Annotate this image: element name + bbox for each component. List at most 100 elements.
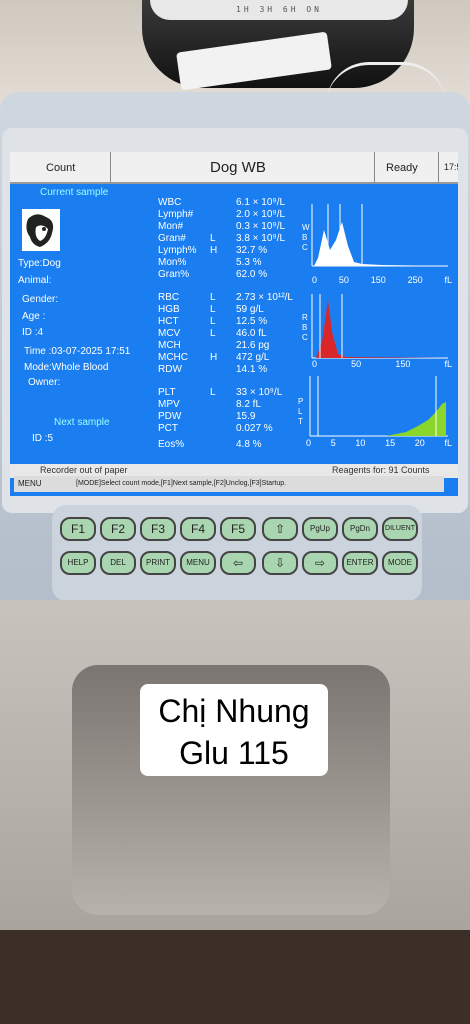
param-value: 21.6 pg	[236, 340, 270, 351]
param-name: PLT	[158, 387, 176, 398]
param-name: Eos%	[158, 439, 185, 450]
note-line-2: Glu 115	[179, 735, 289, 771]
f1-key[interactable]: F1	[60, 517, 96, 541]
param-name: HCT	[158, 316, 179, 327]
param-value: 2.73 × 10¹²/L	[236, 292, 293, 303]
param-value: 15.9	[236, 411, 256, 422]
param-flag: L	[210, 292, 216, 303]
param-value: 14.1 %	[236, 364, 268, 375]
param-value: 472 g/L	[236, 352, 270, 363]
help-key[interactable]: HELP	[60, 551, 96, 575]
plt-tick: 10	[355, 438, 366, 448]
param-value: 32.7 %	[236, 245, 268, 256]
param-value: 5.3 %	[236, 257, 262, 268]
f4-key[interactable]: F4	[180, 517, 216, 541]
param-flag: L	[210, 304, 216, 315]
id-field: ID :4	[22, 327, 44, 338]
param-value: 33 × 10⁹/L	[236, 387, 283, 398]
keypad: F1 F2 F3 F4 F5 ⇧ PgUp PgDn DILUENT HELP …	[52, 505, 422, 601]
wbc-tick: 150	[370, 275, 386, 285]
clock-time: 17:55	[444, 162, 458, 172]
param-name: Gran%	[158, 269, 190, 280]
plt-graph-label: P	[298, 397, 303, 406]
rbc-graph-label: B	[302, 323, 307, 332]
param-value: 6.1 × 10⁹/L	[236, 197, 286, 208]
rbc-histogram: R B C	[302, 294, 448, 359]
humidifier-timer-label: 1H 3H 6H ON	[150, 0, 408, 20]
menu-key[interactable]: MENU	[180, 551, 216, 575]
plt-tick: 15	[385, 438, 396, 448]
param-value: 59 g/L	[236, 304, 264, 315]
param-value: 0.027 %	[236, 423, 273, 434]
header-divider	[110, 152, 111, 182]
rbc-tick: 50	[351, 359, 362, 369]
mode-field: Mode:Whole Blood	[24, 362, 109, 373]
species-mode-title: Dog WB	[210, 159, 266, 176]
plt-graph-label: L	[298, 407, 303, 416]
power-cable	[326, 62, 446, 105]
wbc-graph-label: C	[302, 243, 308, 252]
mode-key[interactable]: MODE	[382, 551, 418, 575]
f5-key[interactable]: F5	[220, 517, 256, 541]
left-arrow-key[interactable]: ⇦	[220, 551, 256, 575]
param-flag: L	[210, 233, 216, 244]
param-value: 3.8 × 10⁹/L	[236, 233, 286, 244]
recorder-bar: Recorder out of paper Reagents for: 91 C…	[10, 464, 458, 478]
plt-histogram: P L T	[298, 376, 448, 437]
age-field: Age :	[22, 311, 46, 322]
plt-tick: fL	[444, 438, 452, 448]
param-name: HGB	[158, 304, 180, 315]
animal-field: Animal:	[18, 275, 52, 286]
print-key[interactable]: PRINT	[140, 551, 176, 575]
param-name: Gran#	[158, 233, 186, 244]
param-value: 0.3 × 10⁹/L	[236, 221, 286, 232]
gender-field: Gender:	[22, 294, 59, 305]
param-value: 46.0 fL	[236, 328, 267, 339]
down-arrow-key[interactable]: ⇩	[262, 551, 298, 575]
param-name: MPV	[158, 399, 180, 410]
param-name: Lymph#	[158, 209, 194, 220]
count-mode-label: Count	[46, 162, 76, 174]
next-id-field: ID :5	[32, 433, 54, 444]
param-value: 62.0 %	[236, 269, 268, 280]
floor	[0, 930, 470, 1024]
plt-tick: 20	[414, 438, 425, 448]
wbc-histogram: W B C	[302, 204, 448, 267]
param-flag: L	[210, 316, 216, 327]
param-flag: L	[210, 387, 216, 398]
rbc-graph-label: R	[302, 313, 308, 322]
param-name: Mon#	[158, 221, 184, 232]
owner-field: Owner:	[28, 377, 61, 388]
reagent-count: Reagents for: 91 Counts	[332, 465, 430, 475]
note-line-1: Chị Nhung	[158, 693, 310, 729]
rbc-tick: 0	[312, 359, 318, 369]
param-flag: L	[210, 328, 216, 339]
wbc-tick: fL	[444, 275, 452, 285]
rbc-tick: 150	[395, 359, 411, 369]
menu-label: MENU	[18, 479, 42, 488]
plt-graph-label: T	[298, 417, 303, 426]
page-down-key[interactable]: PgDn	[342, 517, 378, 541]
type-field: Type:Dog	[18, 258, 61, 269]
handwritten-note-label: Chị Nhung Glu 115	[140, 684, 328, 776]
param-name: RDW	[158, 364, 182, 375]
param-value: 2.0 × 10⁹/L	[236, 209, 286, 220]
param-name: PDW	[158, 411, 182, 422]
f2-key[interactable]: F2	[100, 517, 136, 541]
screen-header: Count Dog WB Ready 17:55	[10, 152, 458, 184]
time-field: Time :03-07-2025 17:51	[24, 346, 131, 357]
del-key[interactable]: DEL	[100, 551, 136, 575]
f3-key[interactable]: F3	[140, 517, 176, 541]
right-arrow-key[interactable]: ⇨	[302, 551, 338, 575]
enter-key[interactable]: ENTER	[342, 551, 378, 575]
wbc-tick: 250	[407, 275, 423, 285]
param-name: MCHC	[158, 352, 188, 363]
diluent-key[interactable]: DILUENT	[382, 517, 418, 541]
param-name: MCH	[158, 340, 181, 351]
screen-status-bar: MENU [MODE]Select count mode,[F1]Next sa…	[14, 476, 444, 492]
page-up-key[interactable]: PgUp	[302, 517, 338, 541]
rbc-axis-ticks: 0 50 150 fL	[312, 359, 452, 369]
up-arrow-key[interactable]: ⇧	[262, 517, 298, 541]
param-flag: H	[210, 352, 218, 363]
param-name: RBC	[158, 292, 180, 303]
